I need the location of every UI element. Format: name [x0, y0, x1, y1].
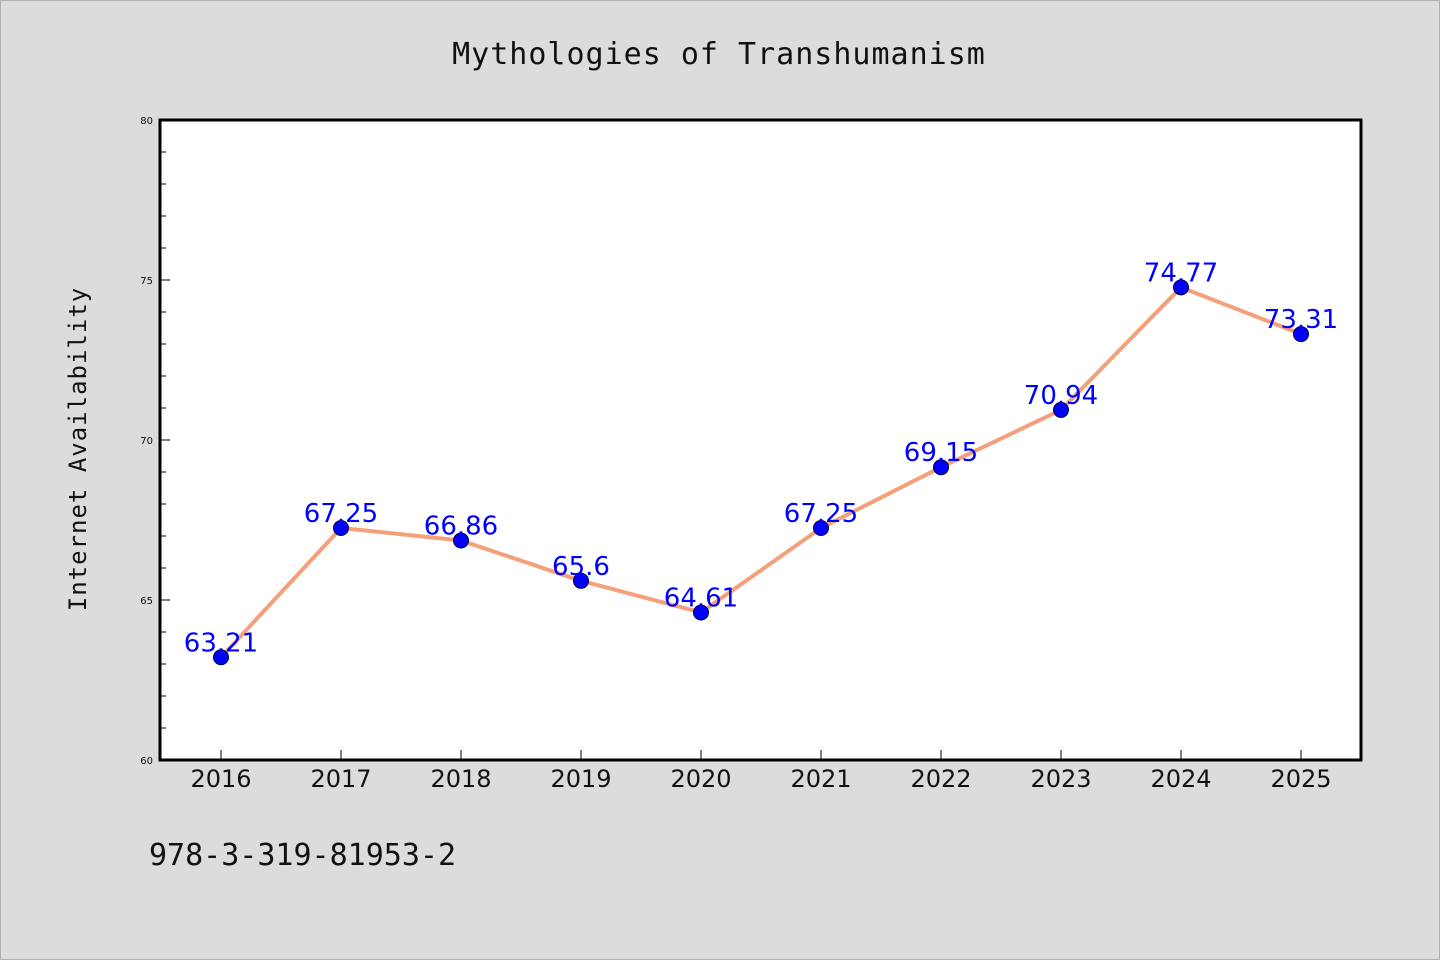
plot-area — [158, 118, 1363, 762]
x-tick-label: 2018 — [430, 765, 491, 793]
data-label: 67.25 — [304, 499, 378, 529]
footer-isbn-text: 978-3-319-81953-2 — [149, 838, 456, 873]
data-label: 70.94 — [1024, 381, 1098, 411]
y-axis-label: Internet Availability — [64, 287, 92, 611]
data-point-marker — [213, 649, 229, 666]
y-axis-ticks: 60 65 70 75 80 — [140, 116, 170, 767]
y-tick-label: 75 — [140, 276, 153, 287]
series-line — [219, 285, 1302, 659]
x-tick-label: 2019 — [550, 765, 611, 793]
data-labels-group: 63.21 67.25 66.86 65.6 64.61 67.25 69.15 70.94 7… — [184, 258, 1338, 658]
data-label: 65.6 — [552, 552, 610, 582]
x-tick-label: 2017 — [310, 765, 371, 793]
x-tick-label: 2021 — [790, 765, 851, 793]
data-point-marker — [1173, 279, 1189, 296]
x-tick-label: 2023 — [1030, 765, 1091, 793]
x-tick-label: 2016 — [190, 765, 251, 793]
data-point-marker — [813, 520, 829, 536]
data-label: 74.77 — [1144, 258, 1218, 288]
data-label: 69.15 — [904, 438, 978, 468]
data-label: 66.86 — [424, 511, 498, 541]
y-tick-label: 70 — [140, 436, 153, 447]
x-tick-label: 2022 — [910, 765, 971, 793]
x-axis-ticks: 2016 2017 2018 2019 2020 2021 2022 2023 2024 2025 — [190, 750, 1332, 793]
y-tick-label: 65 — [140, 596, 153, 607]
data-label: 73.31 — [1264, 305, 1338, 335]
data-point-marker — [453, 532, 469, 549]
chart-title: Mythologies of Transhumanism — [452, 37, 986, 72]
data-label: 67.25 — [784, 499, 858, 529]
data-label: 64.61 — [664, 583, 738, 613]
markers-group — [213, 279, 1309, 666]
data-label: 63.21 — [184, 628, 258, 658]
data-point-marker — [1293, 326, 1309, 343]
data-point-marker — [693, 604, 709, 621]
x-tick-label: 2020 — [670, 765, 731, 793]
y-tick-label: 60 — [140, 756, 153, 767]
data-point-marker — [933, 459, 949, 476]
x-tick-label: 2025 — [1270, 765, 1331, 793]
data-point-marker — [573, 572, 589, 589]
x-tick-label: 2024 — [1150, 765, 1211, 793]
data-point-marker — [333, 520, 349, 536]
data-point-marker — [1053, 401, 1069, 418]
series-line-group — [219, 285, 1302, 659]
y-tick-label: 80 — [140, 116, 153, 127]
